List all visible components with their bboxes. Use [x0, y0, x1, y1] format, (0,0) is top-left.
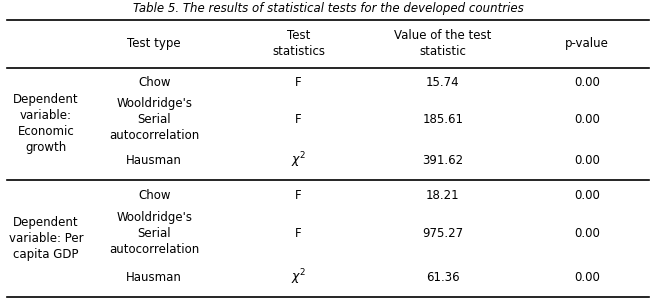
Text: F: F	[295, 113, 302, 126]
Text: 18.21: 18.21	[426, 188, 460, 201]
Text: F: F	[295, 76, 302, 89]
Text: Dependent
variable: Per
capita GDP: Dependent variable: Per capita GDP	[9, 216, 83, 261]
Text: Test type: Test type	[127, 37, 181, 50]
Text: p-value: p-value	[565, 37, 609, 50]
Text: 185.61: 185.61	[422, 113, 463, 126]
Text: 61.36: 61.36	[426, 271, 460, 284]
Text: 0.00: 0.00	[574, 188, 600, 201]
Text: 391.62: 391.62	[422, 154, 463, 167]
Text: $\chi^2$: $\chi^2$	[291, 151, 306, 171]
Text: 15.74: 15.74	[426, 76, 460, 89]
Text: F: F	[295, 188, 302, 201]
Text: Value of the test
statistic: Value of the test statistic	[394, 29, 491, 58]
Text: 0.00: 0.00	[574, 76, 600, 89]
Text: Chow: Chow	[138, 188, 171, 201]
Text: Dependent
variable:
Economic
growth: Dependent variable: Economic growth	[13, 93, 79, 154]
Text: Wooldridge's
Serial
autocorrelation: Wooldridge's Serial autocorrelation	[109, 211, 199, 256]
Text: 0.00: 0.00	[574, 113, 600, 126]
Text: Table 5. The results of statistical tests for the developed countries: Table 5. The results of statistical test…	[133, 2, 523, 14]
Text: F: F	[295, 227, 302, 240]
Text: 0.00: 0.00	[574, 154, 600, 167]
Text: 0.00: 0.00	[574, 227, 600, 240]
Text: $\chi^2$: $\chi^2$	[291, 268, 306, 287]
Text: Wooldridge's
Serial
autocorrelation: Wooldridge's Serial autocorrelation	[109, 97, 199, 142]
Text: Hausman: Hausman	[126, 154, 182, 167]
Text: Chow: Chow	[138, 76, 171, 89]
Text: Hausman: Hausman	[126, 271, 182, 284]
Text: Test
statistics: Test statistics	[272, 29, 325, 58]
Text: 0.00: 0.00	[574, 271, 600, 284]
Text: 975.27: 975.27	[422, 227, 463, 240]
